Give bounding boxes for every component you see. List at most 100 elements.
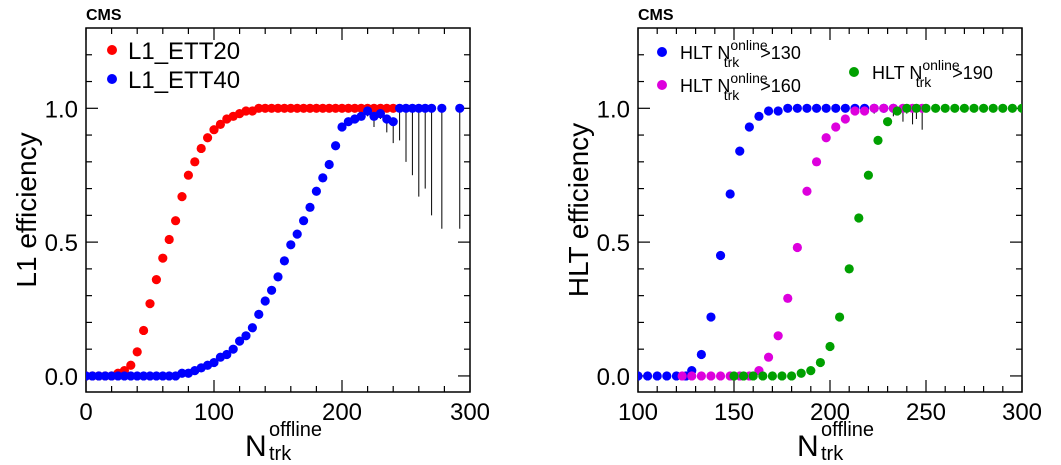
- y-tick-label: 0.0: [597, 364, 630, 391]
- legend-marker: [657, 47, 667, 57]
- data-point: [988, 103, 998, 113]
- data-point: [729, 371, 739, 381]
- data-point: [235, 336, 245, 346]
- data-point: [414, 103, 424, 113]
- data-point: [126, 360, 136, 370]
- data-point: [151, 371, 161, 381]
- data-point: [203, 133, 213, 143]
- legend-entry: HLT Nonline trk >130: [657, 37, 801, 70]
- data-point: [792, 242, 802, 253]
- data-point: [164, 234, 174, 245]
- data-point: [783, 293, 793, 303]
- data-point: [998, 103, 1008, 113]
- data-point: [739, 371, 749, 381]
- data-point: [687, 371, 697, 381]
- x-tick-label: 250: [906, 399, 946, 426]
- series-1: [677, 103, 927, 381]
- data-point: [902, 103, 912, 113]
- data-point: [311, 103, 321, 113]
- data-point: [831, 103, 841, 113]
- data-point: [931, 103, 941, 113]
- data-point: [821, 103, 831, 113]
- data-point: [343, 103, 353, 113]
- data-point: [869, 103, 879, 113]
- x-axis-label-main: N: [245, 430, 267, 463]
- data-point: [744, 122, 754, 132]
- data-point: [337, 122, 347, 132]
- legend-marker: [849, 67, 859, 77]
- data-point: [811, 157, 822, 167]
- data-point: [921, 103, 931, 113]
- legend-entry: HLT Nonline trk >190: [849, 57, 993, 90]
- data-point: [132, 347, 142, 357]
- data-point: [401, 103, 411, 113]
- data-point: [196, 143, 206, 154]
- data-point: [286, 103, 296, 113]
- legend-entry: L1_ETT40: [107, 67, 240, 94]
- data-point: [260, 103, 270, 113]
- data-point: [318, 173, 328, 183]
- data-point: [267, 285, 277, 295]
- legend-label: L1_ETT40: [128, 67, 240, 94]
- data-point: [883, 117, 893, 127]
- data-point: [228, 344, 238, 354]
- data-point: [158, 253, 168, 263]
- data-point: [279, 256, 289, 266]
- x-axis-label-sub: trk: [269, 443, 292, 465]
- legend-label: HLT Nonline trk >130: [680, 37, 801, 70]
- data-point: [863, 170, 874, 180]
- data-point: [388, 103, 398, 113]
- data-point: [286, 240, 296, 250]
- data-point: [850, 106, 860, 116]
- data-point: [815, 357, 826, 368]
- legend-entry: HLT Nonline trk >160: [657, 70, 801, 103]
- data-point: [375, 109, 385, 119]
- data-point: [183, 170, 193, 180]
- data-point: [209, 357, 219, 368]
- data-point: [107, 371, 117, 381]
- data-point: [247, 323, 257, 333]
- data-point: [427, 103, 437, 113]
- data-point: [331, 103, 341, 113]
- data-point: [113, 371, 123, 381]
- y-tick-label: 0.5: [597, 230, 630, 257]
- data-point: [177, 192, 187, 202]
- data-point: [825, 341, 835, 352]
- data-point: [388, 117, 398, 127]
- data-point: [677, 371, 687, 381]
- data-point: [783, 103, 793, 113]
- y-tick-label: 1.0: [597, 96, 630, 123]
- legend-label: HLT Nonline trk >190: [872, 57, 993, 90]
- x-tick-label: 0: [79, 399, 92, 426]
- x-tick-label: 100: [618, 399, 658, 426]
- legend-marker: [657, 80, 667, 90]
- x-tick-label: 200: [810, 399, 850, 426]
- data-point: [840, 114, 850, 124]
- data-point: [854, 213, 864, 223]
- data-point: [844, 264, 854, 274]
- data-point: [911, 103, 922, 113]
- data-point: [773, 106, 783, 116]
- data-point: [859, 106, 870, 116]
- data-point: [87, 371, 97, 381]
- data-point: [879, 103, 889, 113]
- experiment-label: CMS: [638, 7, 674, 24]
- data-point: [267, 103, 277, 113]
- data-point: [715, 371, 726, 381]
- data-point: [318, 103, 328, 113]
- data-point: [292, 229, 302, 239]
- data-point: [305, 103, 315, 113]
- legend-marker: [107, 45, 117, 55]
- data-point: [662, 371, 672, 381]
- data-point: [652, 371, 662, 381]
- x-axis-label-sup: offline: [269, 419, 322, 441]
- data-point: [145, 299, 155, 309]
- y-axis-label: L1 efficiency: [11, 132, 42, 287]
- data-point: [725, 189, 735, 199]
- data-point: [311, 186, 321, 196]
- data-point: [1007, 103, 1018, 113]
- data-point: [706, 312, 716, 322]
